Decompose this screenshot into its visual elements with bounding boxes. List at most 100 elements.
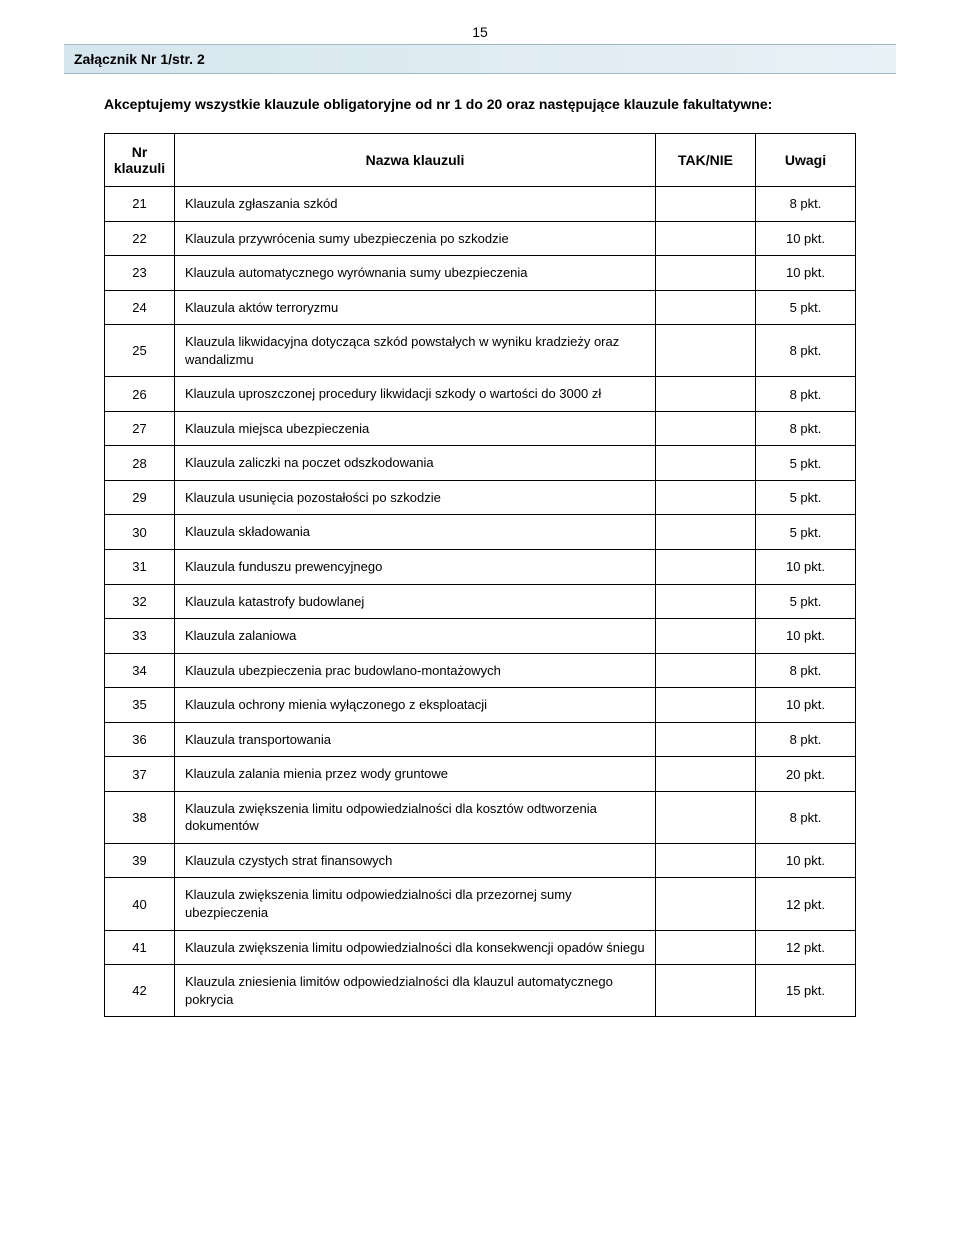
cell-name: Klauzula uproszczonej procedury likwidac… bbox=[175, 377, 656, 412]
cell-uwagi: 5 pkt. bbox=[756, 584, 856, 619]
table-row: 25Klauzula likwidacyjna dotycząca szkód … bbox=[105, 325, 856, 377]
cell-name: Klauzula ubezpieczenia prac budowlano-mo… bbox=[175, 653, 656, 688]
cell-uwagi: 10 pkt. bbox=[756, 256, 856, 291]
cell-taknie bbox=[656, 325, 756, 377]
page-number: 15 bbox=[64, 24, 896, 40]
cell-name: Klauzula ochrony mienia wyłączonego z ek… bbox=[175, 688, 656, 723]
cell-name: Klauzula funduszu prewencyjnego bbox=[175, 550, 656, 585]
cell-nr: 34 bbox=[105, 653, 175, 688]
table-head: Nr klauzuli Nazwa klauzuli TAK/NIE Uwagi bbox=[105, 134, 856, 187]
clauses-table: Nr klauzuli Nazwa klauzuli TAK/NIE Uwagi… bbox=[104, 133, 856, 1017]
cell-taknie bbox=[656, 843, 756, 878]
cell-nr: 39 bbox=[105, 843, 175, 878]
cell-uwagi: 20 pkt. bbox=[756, 757, 856, 792]
cell-nr: 22 bbox=[105, 221, 175, 256]
cell-name: Klauzula zwiększenia limitu odpowiedzial… bbox=[175, 930, 656, 965]
cell-taknie bbox=[656, 550, 756, 585]
cell-uwagi: 5 pkt. bbox=[756, 515, 856, 550]
table-row: 38Klauzula zwiększenia limitu odpowiedzi… bbox=[105, 791, 856, 843]
cell-uwagi: 12 pkt. bbox=[756, 878, 856, 930]
cell-name: Klauzula zalania mienia przez wody grunt… bbox=[175, 757, 656, 792]
cell-nr: 21 bbox=[105, 187, 175, 222]
cell-taknie bbox=[656, 930, 756, 965]
cell-taknie bbox=[656, 653, 756, 688]
cell-name: Klauzula zniesienia limitów odpowiedzial… bbox=[175, 965, 656, 1017]
cell-taknie bbox=[656, 256, 756, 291]
table-row: 22Klauzula przywrócenia sumy ubezpieczen… bbox=[105, 221, 856, 256]
table-row: 23Klauzula automatycznego wyrównania sum… bbox=[105, 256, 856, 291]
cell-nr: 38 bbox=[105, 791, 175, 843]
cell-uwagi: 8 pkt. bbox=[756, 653, 856, 688]
cell-uwagi: 8 pkt. bbox=[756, 722, 856, 757]
cell-nr: 24 bbox=[105, 290, 175, 325]
cell-taknie bbox=[656, 965, 756, 1017]
table-row: 37Klauzula zalania mienia przez wody gru… bbox=[105, 757, 856, 792]
cell-nr: 32 bbox=[105, 584, 175, 619]
table-row: 26Klauzula uproszczonej procedury likwid… bbox=[105, 377, 856, 412]
table-row: 33Klauzula zalaniowa10 pkt. bbox=[105, 619, 856, 654]
table-row: 34Klauzula ubezpieczenia prac budowlano-… bbox=[105, 653, 856, 688]
col-header-taknie: TAK/NIE bbox=[656, 134, 756, 187]
cell-taknie bbox=[656, 584, 756, 619]
table-row: 41Klauzula zwiększenia limitu odpowiedzi… bbox=[105, 930, 856, 965]
cell-uwagi: 10 pkt. bbox=[756, 550, 856, 585]
table-row: 36Klauzula transportowania8 pkt. bbox=[105, 722, 856, 757]
table-row: 35Klauzula ochrony mienia wyłączonego z … bbox=[105, 688, 856, 723]
table-row: 42Klauzula zniesienia limitów odpowiedzi… bbox=[105, 965, 856, 1017]
table-row: 40Klauzula zwiększenia limitu odpowiedzi… bbox=[105, 878, 856, 930]
cell-uwagi: 10 pkt. bbox=[756, 221, 856, 256]
cell-name: Klauzula automatycznego wyrównania sumy … bbox=[175, 256, 656, 291]
cell-name: Klauzula składowania bbox=[175, 515, 656, 550]
cell-nr: 27 bbox=[105, 411, 175, 446]
cell-nr: 30 bbox=[105, 515, 175, 550]
cell-taknie bbox=[656, 446, 756, 481]
table-row: 24Klauzula aktów terroryzmu 5 pkt. bbox=[105, 290, 856, 325]
table-row: 21Klauzula zgłaszania szkód8 pkt. bbox=[105, 187, 856, 222]
cell-uwagi: 8 pkt. bbox=[756, 411, 856, 446]
cell-taknie bbox=[656, 722, 756, 757]
cell-uwagi: 10 pkt. bbox=[756, 843, 856, 878]
table-row: 39Klauzula czystych strat finansowych10 … bbox=[105, 843, 856, 878]
cell-taknie bbox=[656, 187, 756, 222]
cell-name: Klauzula zalaniowa bbox=[175, 619, 656, 654]
cell-nr: 40 bbox=[105, 878, 175, 930]
cell-uwagi: 12 pkt. bbox=[756, 930, 856, 965]
cell-taknie bbox=[656, 515, 756, 550]
table-row: 32Klauzula katastrofy budowlanej 5 pkt. bbox=[105, 584, 856, 619]
cell-uwagi: 8 pkt. bbox=[756, 377, 856, 412]
cell-nr: 29 bbox=[105, 480, 175, 515]
cell-nr: 37 bbox=[105, 757, 175, 792]
cell-name: Klauzula zgłaszania szkód bbox=[175, 187, 656, 222]
cell-taknie bbox=[656, 290, 756, 325]
cell-taknie bbox=[656, 377, 756, 412]
table-header-row: Nr klauzuli Nazwa klauzuli TAK/NIE Uwagi bbox=[105, 134, 856, 187]
cell-uwagi: 5 pkt. bbox=[756, 290, 856, 325]
cell-name: Klauzula miejsca ubezpieczenia bbox=[175, 411, 656, 446]
cell-taknie bbox=[656, 878, 756, 930]
cell-taknie bbox=[656, 688, 756, 723]
cell-taknie bbox=[656, 221, 756, 256]
attachment-heading: Załącznik Nr 1/str. 2 bbox=[64, 44, 896, 74]
cell-nr: 26 bbox=[105, 377, 175, 412]
cell-uwagi: 10 pkt. bbox=[756, 619, 856, 654]
cell-name: Klauzula zwiększenia limitu odpowiedzial… bbox=[175, 791, 656, 843]
cell-nr: 23 bbox=[105, 256, 175, 291]
cell-name: Klauzula likwidacyjna dotycząca szkód po… bbox=[175, 325, 656, 377]
cell-uwagi: 10 pkt. bbox=[756, 688, 856, 723]
cell-nr: 28 bbox=[105, 446, 175, 481]
cell-nr: 41 bbox=[105, 930, 175, 965]
cell-name: Klauzula katastrofy budowlanej bbox=[175, 584, 656, 619]
col-header-uwagi: Uwagi bbox=[756, 134, 856, 187]
col-header-name: Nazwa klauzuli bbox=[175, 134, 656, 187]
cell-nr: 42 bbox=[105, 965, 175, 1017]
cell-taknie bbox=[656, 791, 756, 843]
table-row: 31Klauzula funduszu prewencyjnego10 pkt. bbox=[105, 550, 856, 585]
cell-nr: 25 bbox=[105, 325, 175, 377]
cell-uwagi: 8 pkt. bbox=[756, 791, 856, 843]
cell-uwagi: 8 pkt. bbox=[756, 325, 856, 377]
cell-name: Klauzula aktów terroryzmu bbox=[175, 290, 656, 325]
table-row: 28Klauzula zaliczki na poczet odszkodowa… bbox=[105, 446, 856, 481]
cell-taknie bbox=[656, 411, 756, 446]
cell-nr: 35 bbox=[105, 688, 175, 723]
cell-name: Klauzula zwiększenia limitu odpowiedzial… bbox=[175, 878, 656, 930]
